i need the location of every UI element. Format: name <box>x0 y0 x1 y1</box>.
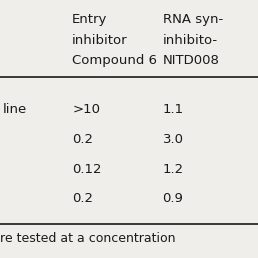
Text: Entry: Entry <box>72 13 108 26</box>
Text: 0.9: 0.9 <box>163 192 183 205</box>
Text: 3.0: 3.0 <box>163 133 183 146</box>
Text: 1.1: 1.1 <box>163 103 184 116</box>
Text: NITD008: NITD008 <box>163 54 219 67</box>
Text: re tested at a concentration: re tested at a concentration <box>0 232 175 245</box>
Text: RNA syn-: RNA syn- <box>163 13 223 26</box>
Text: Compound 6: Compound 6 <box>72 54 157 67</box>
Text: 0.12: 0.12 <box>72 163 102 175</box>
Text: 0.2: 0.2 <box>72 192 93 205</box>
Text: >10: >10 <box>72 103 100 116</box>
Text: inhibitor: inhibitor <box>72 34 128 46</box>
Text: inhibito-: inhibito- <box>163 34 218 46</box>
Text: 1.2: 1.2 <box>163 163 184 175</box>
Text: line: line <box>3 103 27 116</box>
Text: 0.2: 0.2 <box>72 133 93 146</box>
